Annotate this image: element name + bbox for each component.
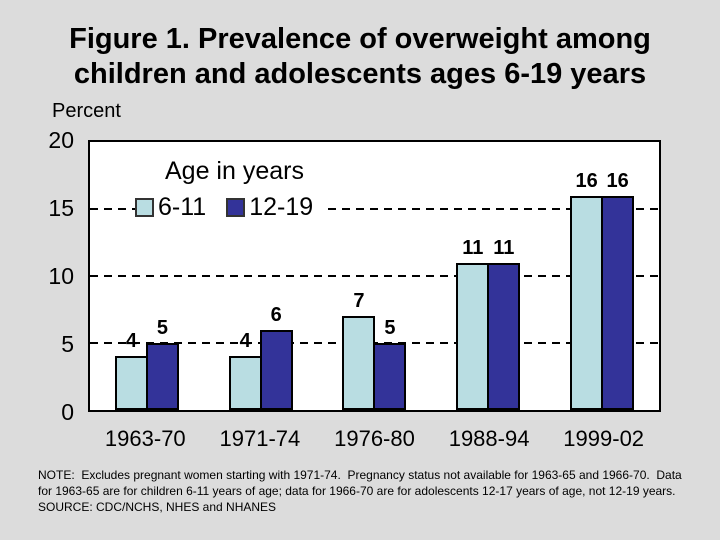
bar-value-label: 11 [462, 236, 484, 259]
bar-6-11: 7 [342, 290, 376, 410]
bar-value-label: 5 [384, 317, 396, 339]
bar-value-label: 4 [239, 330, 251, 353]
bar-6-11: 4 [114, 330, 148, 410]
plot-area: 4 5 4 6 7 5 11 11 16 16 Age in years 6-11 12-19 [88, 140, 661, 412]
gridline [90, 208, 659, 210]
bar-12-19: 5 [145, 317, 179, 410]
legend-row: 6-11 12-19 [135, 191, 326, 223]
footnote-line2: for 1963-65 are for children 6-11 years … [38, 484, 676, 498]
bar-groups: 4 5 4 6 7 5 11 11 16 16 [90, 142, 659, 410]
bar-group: 16 16 [545, 142, 659, 410]
chart-title-line2: children and adolescents ages 6-19 years [73, 58, 647, 90]
x-category-label: 1963-70 [104, 426, 186, 451]
bar-12-19: 6 [259, 304, 293, 410]
x-category-label: 1999-02 [563, 426, 645, 451]
legend-title: Age in years [165, 157, 304, 185]
bar-value-label: 6 [270, 303, 282, 326]
bar-group: 11 11 [431, 142, 545, 410]
x-category-label: 1976-80 [334, 426, 415, 451]
chart-title: Figure 1. Prevalence of overweight among… [0, 22, 720, 92]
y-axis-title: Percent [52, 100, 121, 122]
y-tick-label: 5 [61, 331, 74, 357]
gridline [90, 275, 659, 277]
footnote-line1: NOTE: Excludes pregnant women starting w… [38, 468, 682, 482]
y-tick-label: 10 [48, 263, 74, 289]
footnote: NOTE: Excludes pregnant women starting w… [38, 467, 698, 515]
bar-6-11: 16 [570, 170, 604, 410]
legend-label-12-19: 12-19 [249, 193, 314, 221]
legend: Age in years 6-11 12-19 [135, 157, 326, 223]
bar-value-label: 4 [125, 330, 137, 353]
legend-label-6-11: 6-11 [158, 193, 207, 221]
x-category-label: 1988-94 [448, 426, 530, 451]
y-axis-labels: 20 15 10 5 0 [28, 128, 80, 424]
footnote-line3: SOURCE: CDC/NCHS, NHES and NHANES [38, 500, 277, 514]
bar-value-label: 7 [353, 290, 365, 313]
x-category-label: 1971-74 [219, 426, 301, 451]
bar-value-label: 11 [493, 236, 515, 259]
bar-value-label: 16 [575, 169, 598, 192]
bar-value-label: 5 [156, 317, 168, 339]
y-tick-label: 15 [48, 195, 74, 221]
legend-swatch-6-11 [135, 197, 154, 217]
legend-swatch-12-19 [226, 197, 246, 217]
y-tick-label: 0 [61, 399, 74, 425]
bar-12-19: 5 [373, 317, 407, 410]
bar-12-19: 11 [487, 237, 521, 410]
bar-12-19: 16 [601, 170, 635, 410]
y-tick-label: 20 [48, 127, 74, 153]
bar-6-11: 11 [456, 237, 490, 410]
x-axis-labels: 1963-70 1971-74 1976-80 1988-94 1999-02 [88, 424, 661, 454]
bar-6-11: 4 [228, 330, 262, 410]
bar-value-label: 16 [606, 169, 629, 192]
chart-title-line1: Figure 1. Prevalence of overweight among [69, 23, 651, 55]
